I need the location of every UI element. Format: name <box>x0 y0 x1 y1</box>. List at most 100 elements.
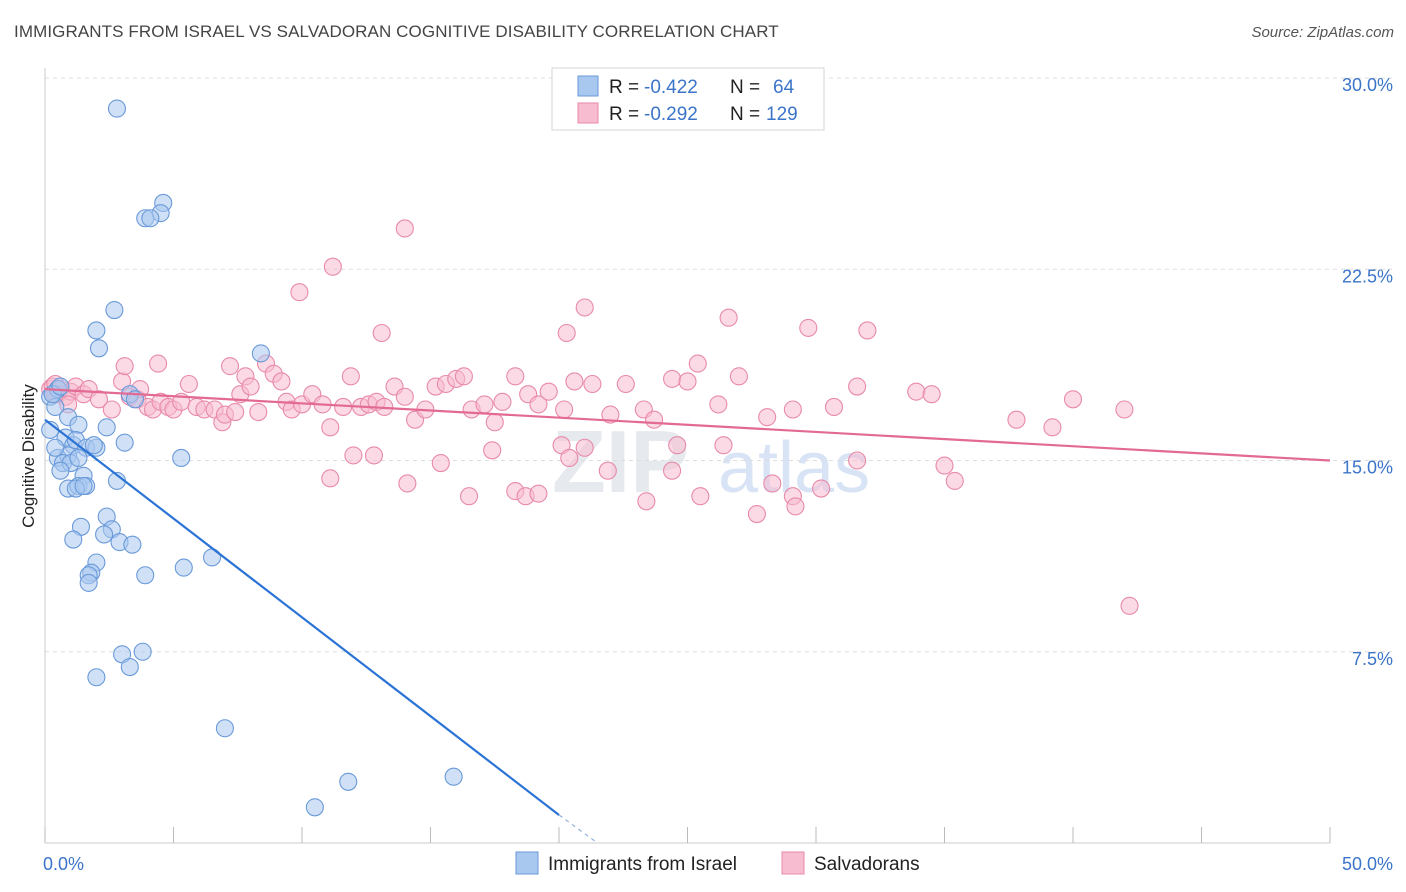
salvadorans-point <box>783 400 802 419</box>
y-tick-labels: 7.5% 15.0% 22.5% 30.0% <box>1342 75 1393 669</box>
bottom-legend: Immigrants from Israel Salvadorans <box>515 851 920 875</box>
salvadorans-point <box>321 469 340 488</box>
israel-point <box>51 377 70 396</box>
salvadorans-point <box>1043 418 1062 437</box>
israel-point <box>97 418 116 437</box>
salvadorans-point <box>575 438 594 457</box>
israel-point <box>305 798 324 817</box>
israel-point <box>120 657 139 677</box>
salvadorans-point <box>1115 400 1134 419</box>
salvadorans-point <box>321 418 340 437</box>
israel-point <box>87 668 106 687</box>
salvadorans-point <box>226 402 245 422</box>
israel-point <box>172 448 191 468</box>
legend-n-label-israel: N = <box>730 77 760 98</box>
salvadorans-point <box>483 441 502 460</box>
israel-point <box>339 772 358 791</box>
israel-point <box>64 530 83 549</box>
legend-r-salvadorans: -0.292 <box>644 104 698 125</box>
salvadorans-point <box>922 385 941 404</box>
salvadorans-point <box>1120 596 1139 615</box>
salvadorans-point <box>102 400 121 419</box>
salvadorans-point <box>323 257 342 276</box>
salvadorans-point <box>149 354 168 373</box>
salvadorans-point <box>344 446 363 465</box>
salvadorans-point <box>395 387 414 406</box>
salvadorans-point <box>637 492 656 511</box>
israel-point <box>69 415 88 434</box>
salvadorans-point <box>220 357 240 376</box>
salvadorans-point <box>241 377 260 396</box>
legend-n-label-salvadorans: N = <box>730 104 760 125</box>
salvadorans-point <box>729 367 748 386</box>
x-tick-labels: 0.0% 50.0% <box>43 854 1393 874</box>
salvadorans-point <box>290 283 309 302</box>
bottom-legend-israel: Immigrants from Israel <box>548 854 737 875</box>
salvadorans-point <box>179 374 198 394</box>
israel-point <box>46 438 65 457</box>
salvadorans-point <box>493 392 512 411</box>
israel-point <box>123 535 142 554</box>
salvadorans-point <box>812 479 831 498</box>
salvadorans-point <box>678 372 697 391</box>
salvadorans-point <box>115 357 134 376</box>
salvadorans-point <box>560 448 579 468</box>
salvadorans-point <box>663 461 682 480</box>
legend-n-salvadorans: 129 <box>766 104 798 125</box>
salvadorans-point <box>616 374 635 394</box>
salvadorans-point <box>907 382 926 401</box>
israel-point <box>251 344 270 363</box>
salvadorans-point <box>719 308 738 327</box>
israel-point <box>141 209 160 228</box>
israel-point <box>136 566 155 585</box>
israel-point <box>105 300 124 320</box>
salvadorans-point <box>668 436 687 455</box>
israel-points <box>41 99 463 817</box>
israel-point <box>215 719 234 738</box>
salvadorans-point <box>935 456 954 475</box>
salvadorans-point <box>598 461 617 480</box>
trend-lines <box>44 388 1331 844</box>
salvadorans-point <box>341 367 360 386</box>
salvadorans-point <box>506 367 525 386</box>
salvadorans-point <box>858 321 877 340</box>
israel-point <box>174 558 193 577</box>
salvadorans-point <box>848 377 867 396</box>
salvadorans-point <box>565 372 584 391</box>
y-tick-label: 7.5% <box>1352 649 1393 669</box>
salvadorans-points <box>41 219 1139 615</box>
israel-point <box>51 461 70 480</box>
salvadorans-point <box>709 395 728 414</box>
bottom-legend-salvadorans: Salvadorans <box>814 854 920 875</box>
salvadorans-point <box>485 413 504 432</box>
gridlines <box>45 77 1392 653</box>
salvadorans-point <box>529 395 548 414</box>
salvadorans-point <box>688 354 707 373</box>
y-tick-label: 30.0% <box>1342 75 1393 95</box>
salvadorans-point <box>539 382 558 401</box>
israel-point <box>95 525 114 544</box>
salvadorans-point <box>272 372 291 391</box>
legend-n-israel: 64 <box>773 77 795 98</box>
salvadorans-point <box>945 471 964 490</box>
salvadorans-point <box>583 374 602 394</box>
israel-point <box>74 476 93 496</box>
salvadorans-point <box>555 400 574 419</box>
legend-r-israel: -0.422 <box>644 77 698 98</box>
legend-r-label-israel: R = <box>609 77 639 98</box>
israel-trend-extension <box>558 814 598 844</box>
salvadorans-point <box>372 323 391 343</box>
salvadorans-point <box>714 436 733 455</box>
salvadorans-point <box>459 487 479 506</box>
salvadorans-point <box>249 402 268 422</box>
israel-point <box>84 436 103 455</box>
salvadorans-point <box>824 397 844 417</box>
legend-swatch-israel <box>577 75 599 97</box>
salvadorans-point <box>398 474 417 493</box>
israel-point <box>107 99 127 118</box>
x-tick-label: 50.0% <box>1342 854 1393 874</box>
israel-point <box>133 642 152 661</box>
israel-point <box>444 767 463 786</box>
salvadorans-point <box>786 497 805 516</box>
salvadorans-point <box>364 446 384 465</box>
